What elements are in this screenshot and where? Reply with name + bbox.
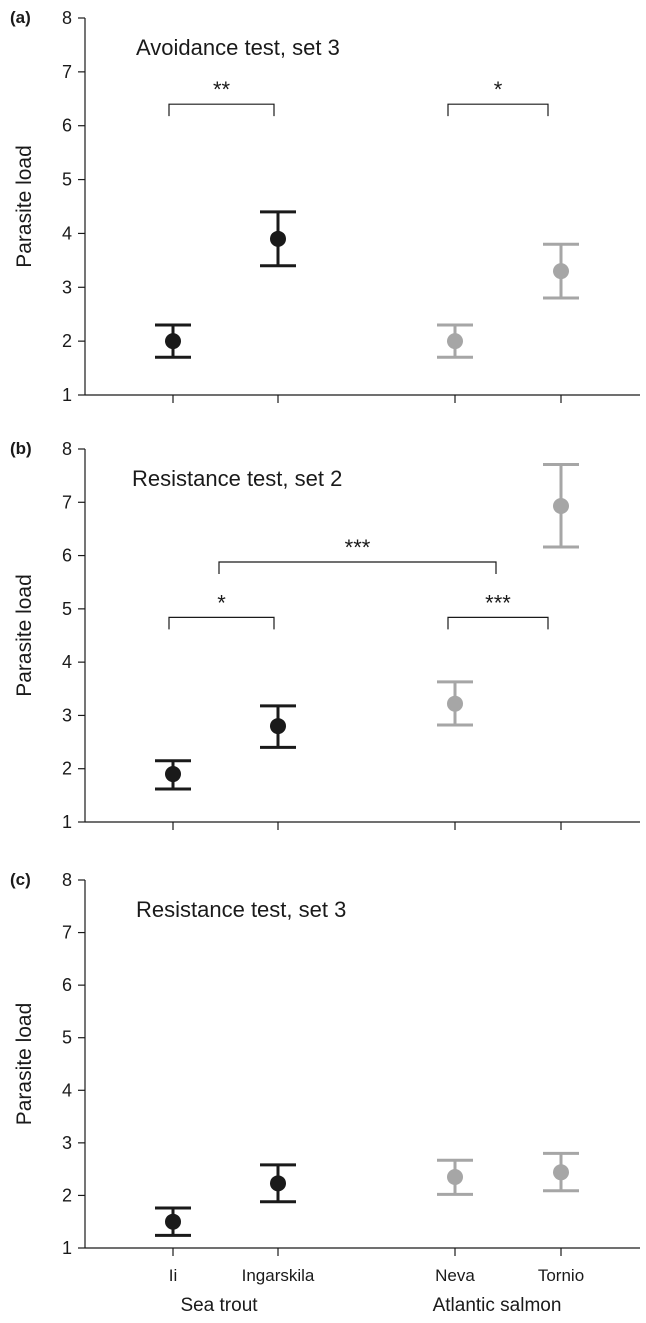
- y-tick-label: 8: [62, 439, 72, 459]
- y-tick-label: 1: [62, 385, 72, 405]
- category-label: Neva: [435, 1266, 475, 1285]
- mean-point: [270, 230, 286, 247]
- panel-title: Resistance test, set 3: [136, 897, 346, 922]
- y-tick-label: 6: [62, 116, 72, 136]
- y-tick-label: 8: [62, 8, 72, 28]
- y-tick-label: 1: [62, 1238, 72, 1258]
- mean-point: [553, 263, 569, 280]
- category-label: Ii: [169, 1266, 178, 1285]
- y-tick-label: 7: [62, 62, 72, 82]
- panel-title: Avoidance test, set 3: [136, 35, 340, 60]
- panel-label: (c): [10, 870, 31, 889]
- panel-title: Resistance test, set 2: [132, 466, 342, 491]
- y-tick-label: 7: [62, 492, 72, 512]
- y-tick-label: 4: [62, 223, 72, 243]
- y-tick-label: 1: [62, 812, 72, 832]
- y-axis-label: Parasite load: [13, 574, 36, 697]
- panel-b: 1 2 3 4 5 6 7 8 (b) Resistance test, set 2 Parasit…: [10, 439, 640, 832]
- y-tick-label: 2: [62, 1185, 72, 1205]
- category-label: Tornio: [538, 1266, 584, 1285]
- mean-point: [553, 1164, 569, 1181]
- y-tick-label: 7: [62, 923, 72, 943]
- y-tick-label: 2: [62, 331, 72, 351]
- significance-bracket: [447, 616, 549, 630]
- y-tick-label: 6: [62, 975, 72, 995]
- y-tick-label: 5: [62, 599, 72, 619]
- mean-point: [553, 498, 569, 515]
- y-tick-label: 4: [62, 1080, 72, 1100]
- significance-bracket: [168, 103, 275, 117]
- significance-label: ***: [345, 535, 371, 560]
- mean-point: [447, 695, 463, 712]
- panel-label: (b): [10, 439, 32, 458]
- significance-label: **: [213, 77, 231, 102]
- significance-bracket: [218, 561, 497, 574]
- y-tick-label: 5: [62, 1028, 72, 1048]
- mean-point: [165, 1213, 181, 1230]
- y-tick-label: 2: [62, 759, 72, 779]
- group-label: Sea trout: [180, 1295, 258, 1316]
- panel-c: 1 2 3 4 5 6 7 8 (c) Resistance test, set 3 Parasit…: [10, 870, 640, 1258]
- significance-label: *: [217, 590, 226, 615]
- significance-label: ***: [485, 590, 511, 615]
- y-tick-label: 6: [62, 546, 72, 566]
- significance-bracket: [168, 616, 275, 630]
- y-tick-label: 3: [62, 705, 72, 725]
- mean-point: [165, 333, 181, 350]
- y-axis-label: Parasite load: [13, 1003, 36, 1126]
- y-tick-label: 5: [62, 170, 72, 190]
- mean-point: [270, 718, 286, 735]
- y-tick-label: 4: [62, 652, 72, 672]
- group-label: Atlantic salmon: [433, 1295, 562, 1316]
- y-axis-label: Parasite load: [13, 145, 36, 268]
- y-tick-label: 8: [62, 870, 72, 890]
- mean-point: [447, 1169, 463, 1186]
- significance-label: *: [494, 77, 503, 102]
- mean-point: [165, 766, 181, 783]
- panel-label: (a): [10, 8, 31, 27]
- panel-a: 1 2 3 4 5 6 7 8 (a) Avoidance test, set 3 Parasite…: [10, 8, 640, 405]
- category-label: Ingarskila: [242, 1266, 315, 1285]
- mean-point: [447, 333, 463, 350]
- y-tick-label: 3: [62, 1133, 72, 1153]
- y-tick-label: 3: [62, 277, 72, 297]
- mean-point: [270, 1175, 286, 1192]
- significance-bracket: [447, 103, 549, 117]
- x-axis-labels: Ii Ingarskila Neva Tornio Sea trout Atlantic …: [169, 1266, 584, 1316]
